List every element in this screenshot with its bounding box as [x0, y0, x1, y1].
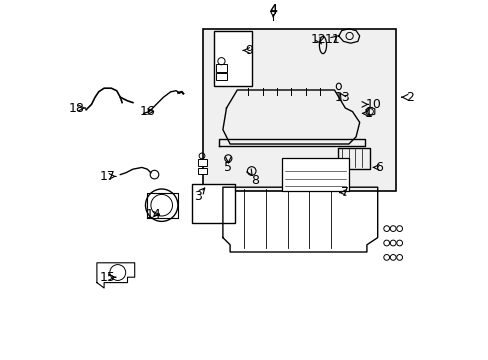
Bar	[197, 168, 206, 174]
Bar	[197, 159, 206, 166]
Bar	[216, 64, 227, 72]
Text: 9: 9	[244, 44, 252, 57]
Text: 14: 14	[145, 208, 162, 221]
Text: 2: 2	[406, 91, 413, 104]
Text: 11: 11	[324, 33, 340, 46]
Bar	[192, 184, 235, 223]
Text: 3: 3	[193, 190, 201, 203]
Bar	[213, 31, 251, 86]
Text: 5: 5	[224, 161, 232, 174]
Bar	[216, 73, 227, 80]
Text: 6: 6	[375, 161, 383, 174]
Text: 12: 12	[310, 33, 325, 46]
Text: 10: 10	[365, 98, 381, 111]
Text: 13: 13	[334, 91, 350, 104]
Text: 7: 7	[341, 186, 348, 199]
Text: 4: 4	[269, 4, 277, 17]
Text: 15: 15	[100, 271, 115, 284]
Text: 17: 17	[100, 170, 115, 183]
Text: 8: 8	[251, 174, 259, 186]
Text: 1: 1	[364, 107, 372, 120]
Bar	[203, 29, 395, 191]
Text: 18: 18	[69, 102, 85, 114]
Text: 16: 16	[139, 105, 155, 118]
Text: 4: 4	[269, 3, 277, 15]
Bar	[282, 158, 348, 191]
